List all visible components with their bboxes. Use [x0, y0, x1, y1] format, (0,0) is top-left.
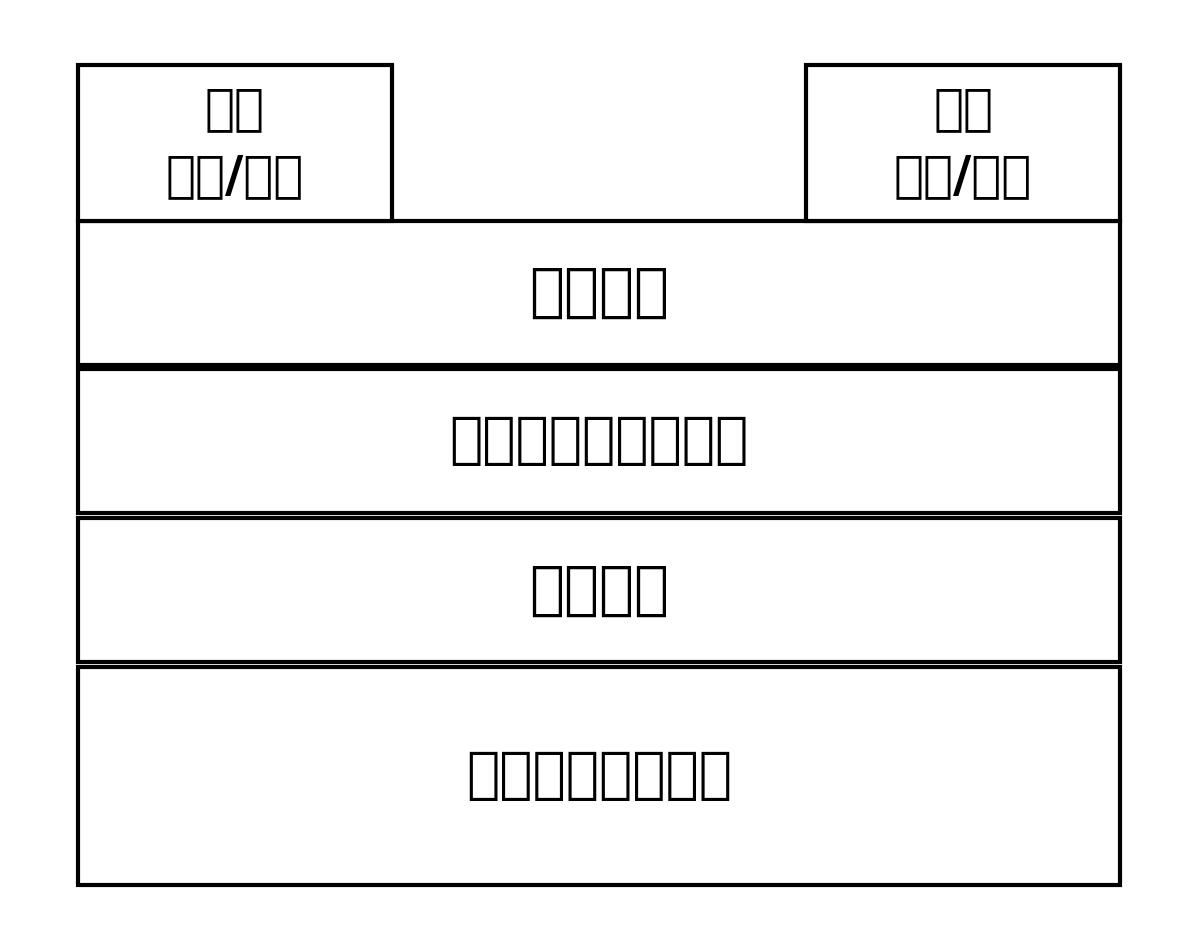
- Bar: [78, 518, 1120, 662]
- Bar: [78, 64, 392, 221]
- Text: 电极
（金/铜）: 电极 （金/铜）: [894, 85, 1033, 200]
- Bar: [78, 667, 1120, 885]
- Bar: [78, 221, 1120, 365]
- Text: 衬底（重掺杂硅）: 衬底（重掺杂硅）: [466, 749, 732, 802]
- Text: 栅绝缘层: 栅绝缘层: [530, 561, 668, 619]
- Bar: [78, 370, 1120, 513]
- Text: 纳米格子分子存储层: 纳米格子分子存储层: [449, 414, 749, 469]
- Text: 电极
（金/铜）: 电极 （金/铜）: [165, 85, 304, 200]
- Bar: [806, 64, 1120, 221]
- Text: 半导体层: 半导体层: [530, 264, 668, 322]
